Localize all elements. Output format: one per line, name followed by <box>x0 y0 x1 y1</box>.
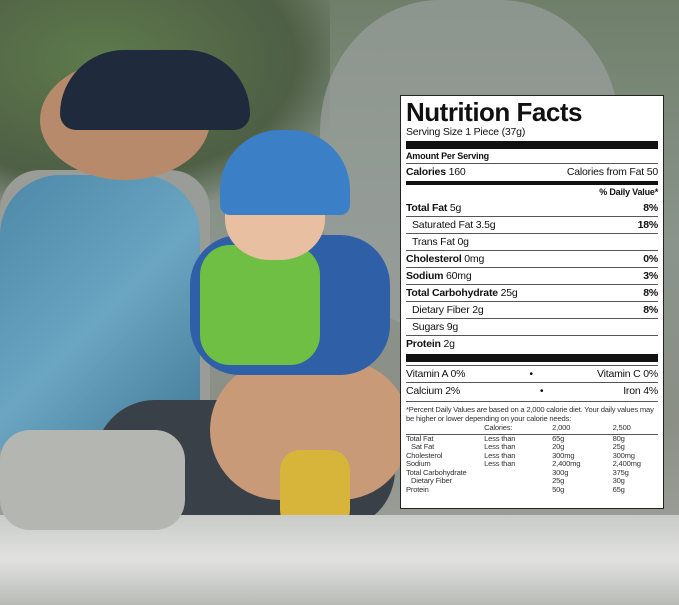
nutrient-amount: 2g <box>443 338 455 350</box>
table-cell: Sodium <box>406 459 431 468</box>
nutrient-name: Sugars <box>412 321 445 333</box>
nutrient-name: Total Fat <box>406 201 448 214</box>
table-cell: Less than <box>484 442 516 451</box>
table-cell: 375g <box>612 467 629 477</box>
nutrient-row: Saturated Fat 3.5g 18% <box>406 216 658 233</box>
table-cell: Protein <box>406 484 429 494</box>
table-row: Cholesterol Less than 300mg 300mg <box>406 450 658 461</box>
label-title: Nutrition Facts <box>406 97 582 127</box>
divider-thick <box>406 354 658 362</box>
vitamin-sep: • <box>529 368 533 380</box>
table-cell: Cholesterol <box>406 450 443 460</box>
vitamin-row: Calcium 2% • Iron 4% <box>406 382 658 399</box>
table-cell: 2,400mg <box>612 459 641 468</box>
nutrient-name: Saturated Fat <box>412 219 474 231</box>
nutrient-amount: 2g <box>472 304 484 316</box>
nutrient-name: Total Carbohydrate <box>406 287 498 299</box>
vitamin-sep: • <box>539 385 544 397</box>
table-row: Protein 50g 65g <box>406 484 658 495</box>
calories-label: Calories <box>406 166 446 178</box>
nutrient-row: Sodium 60mg 3% <box>406 267 658 284</box>
table-cell: 20g <box>552 442 565 451</box>
daily-value-header: % Daily Value* <box>599 187 658 197</box>
nutrient-row: Sugars 9g <box>406 318 658 335</box>
table-cell: Dietary Fiber <box>411 476 452 485</box>
nutrient-daily-value: 8% <box>643 304 658 316</box>
vitamin-list: Vitamin A 0% • Vitamin C 0% Calcium 2% • Iron… <box>406 365 658 399</box>
nutrient-daily-value: 0% <box>643 253 658 265</box>
table-cell: 300mg <box>552 450 575 460</box>
daily-values-table: Calories: 2,000 2,500 Total Fat Less than 65… <box>406 423 658 495</box>
nutrient-amount: 5g <box>449 201 462 214</box>
serving-size: Serving Size 1 Piece (37g) <box>406 126 526 138</box>
nutrient-row: Total Fat 5g 8% <box>406 199 658 216</box>
vitamin-row: Vitamin A 0% • Vitamin C 0% <box>406 365 658 382</box>
table-header-cell <box>406 424 485 435</box>
vitamin-right: Iron 4% <box>623 385 658 397</box>
nutrient-name: Sodium <box>406 270 444 282</box>
nutrient-row: Cholesterol 0mg 0% <box>406 250 658 267</box>
table-cell: 80g <box>612 433 625 443</box>
table-cell: Less than <box>484 433 516 443</box>
amount-per-serving: Amount Per Serving <box>406 151 489 161</box>
nutrient-amount: 25g <box>500 287 518 299</box>
table-cell: 300mg <box>612 450 635 460</box>
nutrient-amount: 60mg <box>446 270 472 282</box>
table-cell: 25g <box>612 442 625 451</box>
divider-thick <box>406 141 658 149</box>
table-cell: 65g <box>552 433 565 443</box>
nutrient-name: Trans Fat <box>412 236 455 248</box>
table-cell: 50g <box>552 484 565 494</box>
nutrient-daily-value: 3% <box>643 270 658 282</box>
table-cell: 25g <box>552 476 565 485</box>
table-row: Sodium Less than 2,400mg 2,400mg <box>406 459 658 469</box>
table-header-cell: 2,500 <box>612 423 658 435</box>
table-cell: Total Carbohydrate <box>406 467 467 477</box>
table-cell: Less than <box>484 459 516 468</box>
nutrient-amount: 9g <box>446 321 459 333</box>
nutrient-daily-value: 8% <box>643 201 658 214</box>
table-cell: Total Fat <box>406 433 434 443</box>
table-row: Total Fat Less than 65g 80g <box>406 434 658 443</box>
vitamin-left: Vitamin A 0% <box>406 368 466 380</box>
table-cell <box>484 486 552 495</box>
nutrient-name: Dietary Fiber <box>412 304 470 316</box>
table-cell: 65g <box>612 484 625 494</box>
nutrient-daily-value: 18% <box>637 219 659 231</box>
nutrient-row: Trans Fat 0g <box>406 233 658 250</box>
table-header-cell: Calories: <box>484 423 553 435</box>
table-cell: 30g <box>612 476 625 485</box>
table-cell <box>484 477 552 486</box>
table-cell: 2,400mg <box>552 459 581 468</box>
vitamin-left: Calcium 2% <box>406 385 461 397</box>
calories-row: Calories 160 Calories from Fat 50 <box>406 163 658 180</box>
table-row: Dietary Fiber 25g 30g <box>406 476 658 486</box>
divider-medium <box>406 181 658 185</box>
vitamin-right: Vitamin C 0% <box>596 368 658 380</box>
table-cell <box>484 469 552 478</box>
nutrition-facts-label: Nutrition Facts Serving Size 1 Piece (37… <box>400 95 664 509</box>
nutrient-name: Cholesterol <box>406 253 462 265</box>
table-cell: Sat Fat <box>411 442 435 451</box>
calories-value: 160 <box>448 166 466 178</box>
table-row: Sat Fat Less than 20g 25g <box>406 442 658 452</box>
table-cell: 300g <box>552 467 569 477</box>
nutrient-name: Protein <box>406 338 441 350</box>
nutrient-row: Dietary Fiber 2g 8% <box>406 301 658 318</box>
calories-from-fat: Calories from Fat 50 <box>566 166 658 178</box>
nutrient-amount: 3.5g <box>475 219 496 231</box>
nutrient-row: Total Carbohydrate 25g 8% <box>406 284 658 301</box>
nutrient-amount: 0mg <box>464 253 485 265</box>
nutrient-row: Protein 2g <box>406 335 658 352</box>
nutrient-daily-value: 8% <box>643 287 658 299</box>
nutrient-amount: 0g <box>457 236 469 248</box>
nutrient-list: Total Fat 5g 8% Saturated Fat 3.5g 18% Trans… <box>406 199 658 352</box>
table-header-cell: 2,000 <box>552 423 613 435</box>
table-row: Total Carbohydrate 300g 375g <box>406 467 658 478</box>
table-cell: Less than <box>484 450 516 460</box>
footnote: *Percent Daily Values are based on a 2,0… <box>406 401 658 423</box>
